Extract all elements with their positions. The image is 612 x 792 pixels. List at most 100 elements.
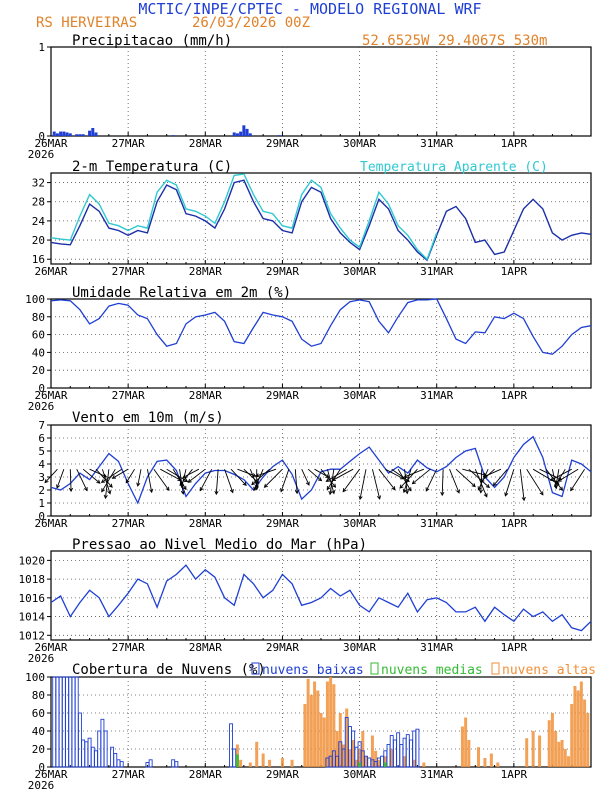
wind-vector-head bbox=[83, 487, 88, 492]
precipitation-bar bbox=[68, 133, 72, 136]
wind-vector-head bbox=[251, 481, 256, 486]
low-cloud-bar bbox=[52, 676, 57, 768]
wind-vector bbox=[320, 468, 336, 488]
y-tick-label: 32 bbox=[32, 177, 45, 190]
x-tick-label: 31MAR bbox=[420, 768, 453, 781]
x-tick-label: 26MAR bbox=[34, 265, 67, 278]
x-tick-label: 29MAR bbox=[266, 768, 299, 781]
wind-vector-head bbox=[549, 477, 555, 481]
high-cloud-bar bbox=[403, 756, 407, 767]
legend-high-swatch bbox=[491, 662, 500, 675]
wind-vector-head bbox=[101, 488, 105, 493]
low-cloud-bar bbox=[68, 676, 73, 768]
panel-pressure: 1012 1014 1016 1018 1020 26MAR 27MAR 28MAR 29MAR… bbox=[19, 550, 592, 665]
y-tick-label: 4 bbox=[38, 458, 45, 471]
wind-vector-head bbox=[294, 489, 299, 495]
wind-vector-head bbox=[325, 478, 330, 482]
x-tick-label: 27MAR bbox=[112, 265, 145, 278]
low-cloud-bar bbox=[386, 744, 391, 768]
legend-medium-label: nuvens medias bbox=[381, 663, 483, 678]
y-tick-label: 1014 bbox=[19, 611, 46, 624]
low-cloud-bar bbox=[103, 730, 108, 768]
precipitation-bar bbox=[232, 132, 236, 136]
plot-frame bbox=[50, 46, 592, 137]
wind-vector bbox=[172, 468, 187, 490]
precipitation-bar bbox=[239, 131, 243, 136]
wind-vector-head bbox=[521, 496, 526, 502]
wind-vector bbox=[251, 468, 270, 485]
wind-vector-head bbox=[411, 480, 416, 485]
y-tick-label: 1012 bbox=[19, 629, 46, 642]
y-tick-label: 0 bbox=[38, 761, 45, 774]
wind-vector-head bbox=[570, 487, 575, 492]
y-tick-label: 60 bbox=[32, 329, 45, 342]
y-tick-label: 24 bbox=[32, 215, 46, 228]
wind-vector bbox=[82, 468, 101, 484]
x-tick-label: 26MAR bbox=[34, 768, 67, 781]
wind-vector-head bbox=[492, 482, 497, 487]
wind-vector-head bbox=[182, 485, 187, 491]
wind-vector-head bbox=[111, 475, 116, 479]
high-cloud-bar bbox=[261, 753, 265, 767]
wind-vector-head bbox=[391, 486, 396, 491]
wind-vector bbox=[182, 468, 200, 478]
wind-vector-head bbox=[199, 487, 204, 492]
wind-vector-head bbox=[399, 484, 404, 489]
y-tick-label: 0 bbox=[38, 382, 45, 395]
x-tick-label: 28MAR bbox=[189, 265, 222, 278]
x-tick-label: 27MAR bbox=[112, 137, 145, 150]
high-cloud-bar bbox=[268, 759, 272, 767]
y-tick-label: 100 bbox=[25, 293, 45, 306]
wind-vector bbox=[326, 469, 335, 494]
high-cloud-bar bbox=[255, 741, 259, 767]
low-cloud-bar bbox=[58, 676, 63, 768]
wind-vector-head bbox=[107, 490, 112, 495]
high-cloud-bar bbox=[576, 690, 580, 767]
wind-vector-head bbox=[326, 486, 331, 491]
wind-vector bbox=[493, 468, 508, 486]
high-cloud-bar bbox=[477, 747, 480, 767]
x-tick-label: 31MAR bbox=[420, 137, 453, 150]
low-cloud-bar bbox=[399, 744, 404, 768]
x-tick-label: 28MAR bbox=[189, 137, 222, 150]
high-cloud-bar bbox=[361, 731, 365, 767]
low-cloud-bar bbox=[84, 741, 89, 768]
wind-vector bbox=[558, 468, 579, 482]
low-cloud-bar bbox=[232, 748, 237, 768]
precipitation-bar bbox=[277, 135, 281, 136]
low-cloud-bar bbox=[380, 755, 385, 768]
y-tick-label: 40 bbox=[32, 725, 45, 738]
precipitation-bar bbox=[88, 130, 92, 136]
wind-vector bbox=[160, 468, 182, 481]
panel-precipitation: 0 1 26MAR 27MAR 28MAR 29MAR 30MAR 31MAR 1APR 2026 bbox=[28, 41, 592, 161]
high-cloud-bar bbox=[464, 717, 468, 767]
x-tick-label: 28MAR bbox=[189, 768, 222, 781]
high-cloud-bar bbox=[358, 749, 362, 767]
wind-vector bbox=[462, 468, 487, 476]
wind-vector bbox=[146, 469, 153, 493]
wind-vector-head bbox=[317, 477, 323, 482]
wind-vector-head bbox=[187, 478, 192, 483]
wind-vector bbox=[76, 469, 88, 491]
low-cloud-bar bbox=[171, 759, 176, 768]
x-tick-label: 26MAR bbox=[34, 389, 67, 402]
wind-vector bbox=[153, 468, 170, 491]
wind-vector-head bbox=[425, 487, 430, 492]
wind-vector bbox=[441, 469, 444, 496]
high-cloud-bar bbox=[489, 753, 493, 767]
x-tick-label: 27MAR bbox=[112, 517, 145, 530]
wind-vector-head bbox=[136, 482, 141, 487]
plot-frame bbox=[50, 424, 592, 517]
y-tick-label: 2 bbox=[38, 484, 45, 497]
low-cloud-bar bbox=[87, 737, 92, 768]
wind-vector-head bbox=[242, 481, 247, 486]
wind-vector-head bbox=[325, 474, 330, 478]
high-cloud-bar bbox=[525, 738, 529, 767]
low-cloud-bar bbox=[61, 676, 66, 768]
wind-vector-head bbox=[149, 488, 154, 494]
high-cloud-bar bbox=[325, 681, 329, 767]
x-tick-label: 31MAR bbox=[420, 641, 453, 654]
wind-vector bbox=[397, 468, 412, 491]
low-cloud-bar bbox=[71, 676, 76, 768]
